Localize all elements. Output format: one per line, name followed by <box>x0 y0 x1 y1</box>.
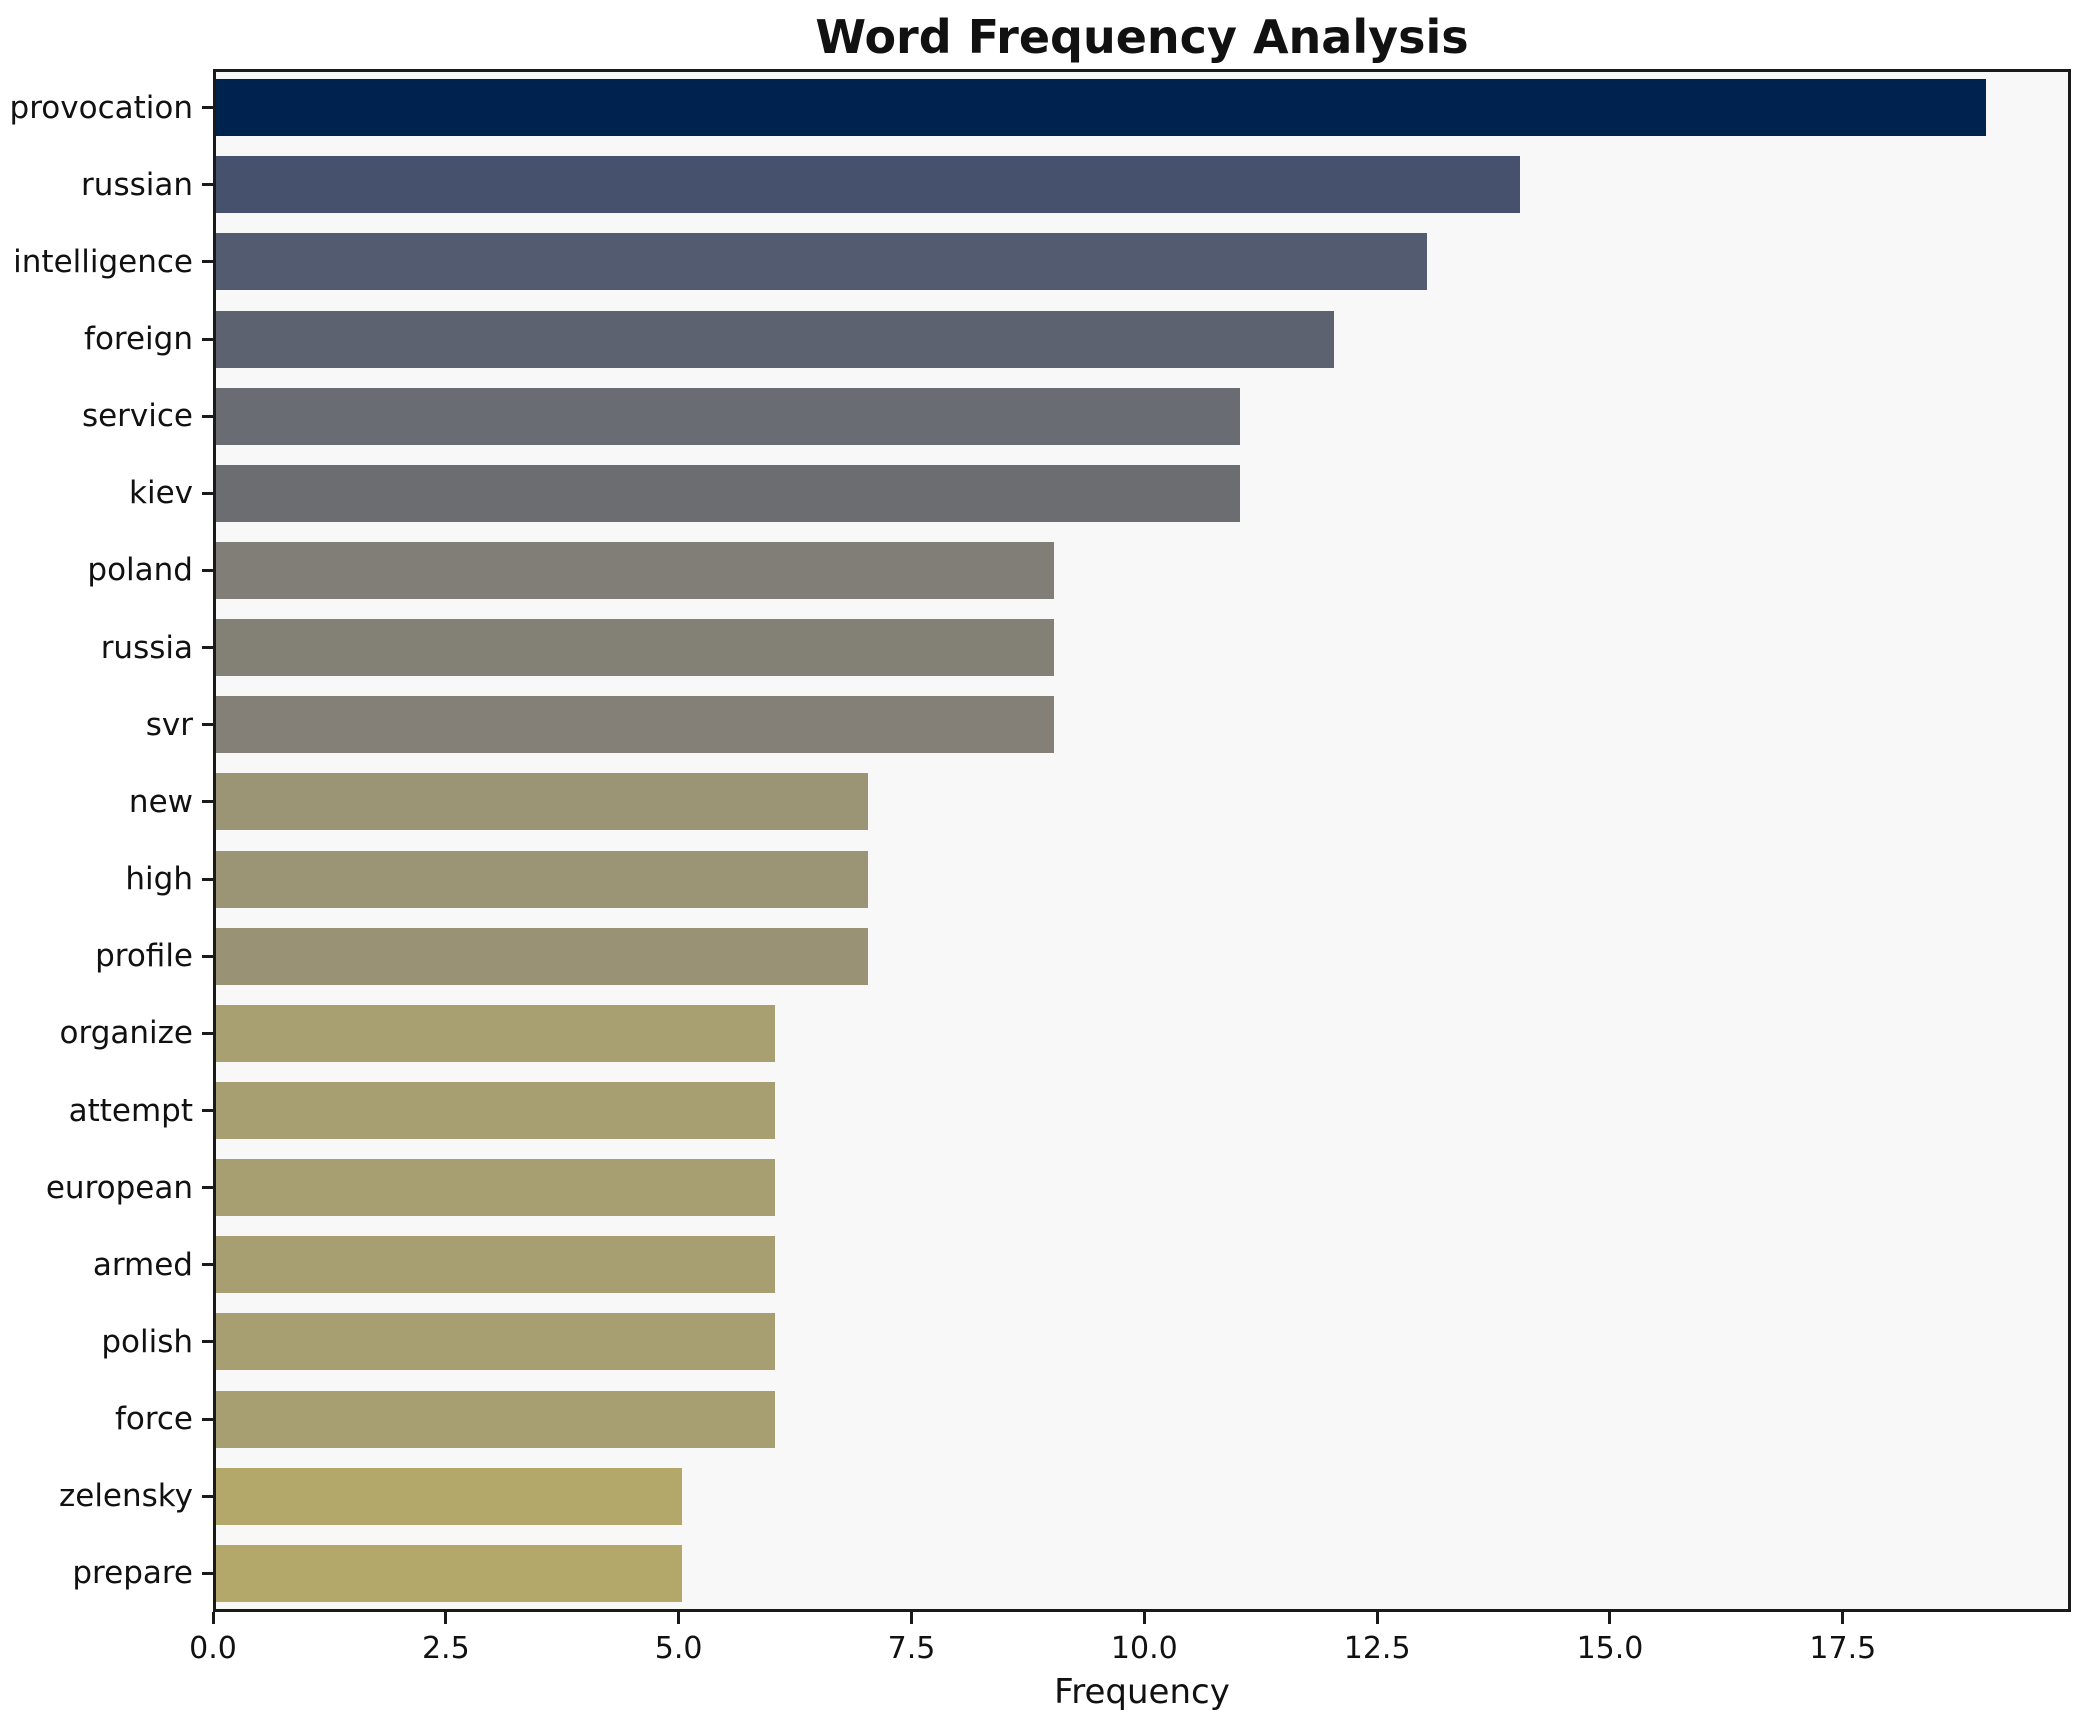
y-tick-mark <box>202 1494 213 1498</box>
y-tick-label-force: force <box>114 1401 193 1438</box>
y-tick-label-russian: russian <box>81 166 193 203</box>
x-tick-mark <box>1841 1612 1845 1624</box>
x-tick-mark <box>1142 1612 1146 1624</box>
bar-force <box>216 1390 775 1448</box>
bar-profile <box>216 927 868 985</box>
x-tick-mark <box>677 1612 681 1624</box>
y-tick-label-service: service <box>81 398 193 435</box>
y-tick-label-european: european <box>45 1169 193 1206</box>
bar-svr <box>216 696 1055 754</box>
x-tick-label-7.5: 7.5 <box>887 1631 936 1666</box>
y-tick-label-kiev: kiev <box>129 475 193 512</box>
y-tick-label-foreign: foreign <box>84 321 193 358</box>
x-tick-mark <box>1608 1612 1612 1624</box>
bar-high <box>216 850 868 908</box>
y-tick-label-zelensky: zelensky <box>58 1478 193 1515</box>
y-tick-label-svr: svr <box>145 706 193 743</box>
y-tick-mark <box>202 568 213 572</box>
bar-service <box>216 387 1241 445</box>
bar-intelligence <box>216 233 1427 291</box>
y-tick-label-high: high <box>125 861 193 898</box>
x-tick-mark <box>1375 1612 1379 1624</box>
y-tick-mark <box>202 183 213 187</box>
x-tick-mark <box>444 1612 448 1624</box>
y-tick-mark <box>202 491 213 495</box>
y-tick-label-provocation: provocation <box>9 89 193 126</box>
bar-polish <box>216 1313 775 1371</box>
plot-area <box>213 69 2071 1612</box>
bar-foreign <box>216 310 1334 368</box>
x-tick-label-15.0: 15.0 <box>1576 1631 1644 1666</box>
bar-zelensky <box>216 1467 682 1525</box>
x-tick-label-12.5: 12.5 <box>1343 1631 1411 1666</box>
y-tick-mark <box>202 1417 213 1421</box>
y-tick-mark <box>202 1031 213 1035</box>
y-tick-label-armed: armed <box>92 1246 193 1283</box>
y-tick-mark <box>202 260 213 264</box>
y-tick-label-organize: organize <box>59 1015 193 1052</box>
bar-russian <box>216 156 1520 214</box>
y-tick-mark <box>202 800 213 804</box>
x-axis-label: Frequency <box>1054 1672 1230 1712</box>
y-tick-mark <box>202 414 213 418</box>
x-tick-label-17.5: 17.5 <box>1809 1631 1877 1666</box>
bar-prepare <box>216 1544 682 1602</box>
bar-kiev <box>216 464 1241 522</box>
y-tick-label-new: new <box>128 783 193 820</box>
y-tick-mark <box>202 106 213 110</box>
bar-new <box>216 773 868 831</box>
bar-organize <box>216 1004 775 1062</box>
y-tick-mark <box>202 1340 213 1344</box>
y-tick-label-profile: profile <box>95 938 193 975</box>
y-tick-mark <box>202 646 213 650</box>
x-tick-label-0.0: 0.0 <box>189 1631 237 1666</box>
y-tick-mark <box>202 337 213 341</box>
y-tick-mark <box>202 1571 213 1575</box>
y-tick-label-russia: russia <box>100 629 193 666</box>
x-tick-label-5.0: 5.0 <box>654 1631 703 1666</box>
bar-attempt <box>216 1082 775 1140</box>
y-tick-label-attempt: attempt <box>68 1092 193 1129</box>
bar-russia <box>216 619 1055 677</box>
x-tick-mark <box>909 1612 913 1624</box>
y-tick-mark <box>202 1186 213 1190</box>
bar-provocation <box>216 79 1986 137</box>
y-tick-mark <box>202 877 213 881</box>
chart-title: Word Frequency Analysis <box>815 10 1469 64</box>
y-tick-label-intelligence: intelligence <box>13 243 193 280</box>
bar-poland <box>216 541 1055 599</box>
x-tick-mark <box>211 1612 215 1624</box>
y-tick-mark <box>202 954 213 958</box>
y-tick-label-poland: poland <box>87 552 193 589</box>
x-tick-label-2.5: 2.5 <box>421 1631 470 1666</box>
y-tick-label-prepare: prepare <box>72 1555 193 1592</box>
bar-armed <box>216 1236 775 1294</box>
y-tick-label-polish: polish <box>101 1323 193 1360</box>
y-tick-mark <box>202 1109 213 1113</box>
y-tick-mark <box>202 1263 213 1267</box>
bar-european <box>216 1159 775 1217</box>
x-tick-label-10.0: 10.0 <box>1110 1631 1178 1666</box>
y-tick-mark <box>202 723 213 727</box>
